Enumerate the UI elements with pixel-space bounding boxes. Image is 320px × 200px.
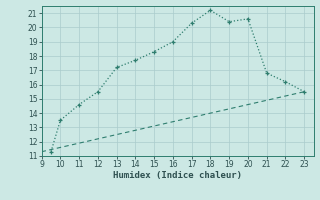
X-axis label: Humidex (Indice chaleur): Humidex (Indice chaleur) [113,171,242,180]
